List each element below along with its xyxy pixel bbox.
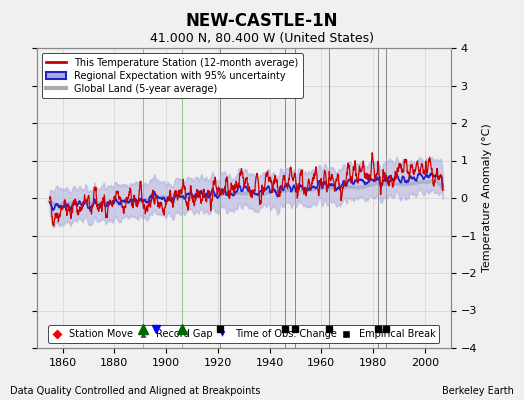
Text: 41.000 N, 80.400 W (United States): 41.000 N, 80.400 W (United States) <box>150 32 374 45</box>
Text: NEW-CASTLE-1N: NEW-CASTLE-1N <box>185 12 339 30</box>
Text: Berkeley Earth: Berkeley Earth <box>442 386 514 396</box>
Legend: Station Move, Record Gap, Time of Obs. Change, Empirical Break: Station Move, Record Gap, Time of Obs. C… <box>48 325 440 343</box>
Y-axis label: Temperature Anomaly (°C): Temperature Anomaly (°C) <box>483 124 493 272</box>
Text: Data Quality Controlled and Aligned at Breakpoints: Data Quality Controlled and Aligned at B… <box>10 386 261 396</box>
